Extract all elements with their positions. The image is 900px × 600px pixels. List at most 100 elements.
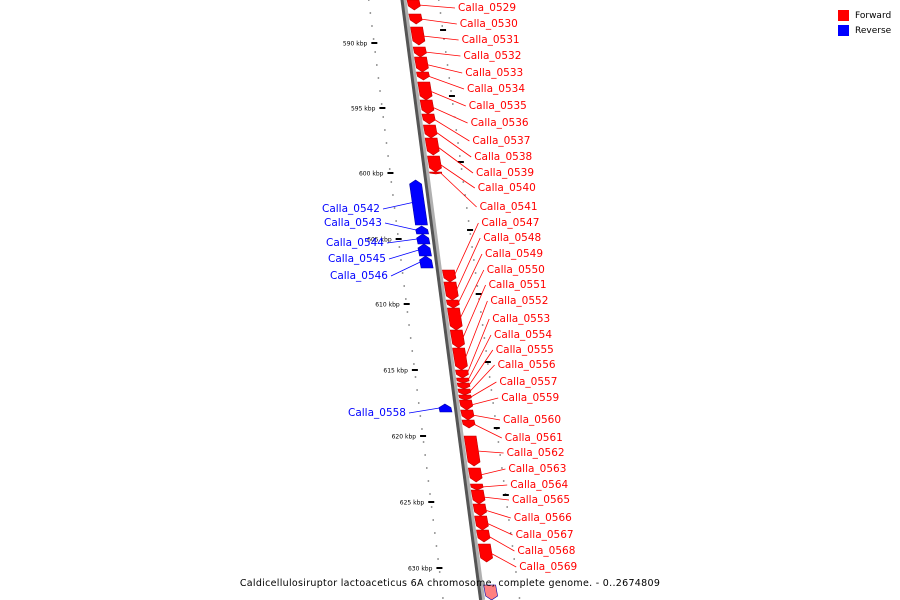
gene-label: Calla_0555 bbox=[496, 344, 554, 356]
gene-leader-line bbox=[467, 334, 492, 381]
gene-label: Calla_0544 bbox=[326, 237, 384, 249]
gene-label: Calla_0537 bbox=[472, 135, 530, 147]
gene-leader-line bbox=[390, 261, 421, 277]
gene-label: Calla_0541 bbox=[480, 201, 538, 213]
genome-caption: Caldicellulosiruptor lactoaceticus 6A ch… bbox=[239, 578, 661, 589]
reverse-gene bbox=[417, 243, 432, 257]
gene-leader-line bbox=[424, 51, 461, 57]
forward-gene bbox=[442, 269, 457, 283]
gene-label: Calla_0536 bbox=[471, 117, 529, 129]
gene-label: Calla_0552 bbox=[490, 295, 548, 307]
gene-leader-line bbox=[388, 249, 419, 260]
gene-leader-line bbox=[440, 172, 477, 208]
gene-leader-line bbox=[408, 407, 440, 414]
gene-leader-line bbox=[468, 349, 494, 387]
gene-leader-line bbox=[457, 253, 483, 305]
gene-label: Calla_0533 bbox=[465, 67, 523, 79]
gene-label: Calla_0543 bbox=[324, 217, 382, 229]
gene-leader-line bbox=[386, 238, 418, 244]
gene-leader-line bbox=[420, 18, 457, 25]
gene-leader-line bbox=[477, 450, 504, 454]
forward-gene bbox=[417, 81, 433, 101]
gene-leader-line bbox=[429, 90, 466, 107]
scale-label: 630 kbp bbox=[408, 566, 433, 573]
gene-leader-line bbox=[455, 237, 481, 292]
legend-forward-label: Forward bbox=[855, 10, 892, 21]
gene-leader-line bbox=[466, 318, 490, 375]
forward-gene bbox=[406, 0, 421, 11]
forward-swatch bbox=[838, 10, 849, 21]
forward-gene bbox=[419, 99, 435, 115]
gene-leader-line bbox=[472, 414, 501, 421]
gene-leader-line bbox=[490, 552, 517, 568]
gene-leader-line bbox=[439, 163, 476, 189]
gene-label: Calla_0545 bbox=[328, 253, 386, 265]
forward-gene bbox=[408, 13, 423, 25]
gene-leader-line bbox=[486, 522, 513, 536]
scale-label: 625 kbp bbox=[400, 500, 425, 507]
forward-gene bbox=[446, 307, 463, 331]
forward-gene bbox=[455, 369, 469, 379]
gene-leader-line bbox=[488, 535, 515, 552]
gene-label: Calla_0557 bbox=[499, 376, 557, 388]
forward-gene bbox=[412, 46, 427, 58]
forward-gene bbox=[443, 281, 459, 301]
forward-gene bbox=[461, 419, 476, 429]
gene-leader-line bbox=[426, 64, 463, 74]
forward-gene bbox=[463, 435, 481, 467]
gene-label: Calla_0559 bbox=[501, 392, 559, 404]
backbone-shadow bbox=[401, 0, 486, 600]
forward-gene bbox=[477, 543, 493, 563]
scale-label: 605 kbp bbox=[367, 237, 392, 244]
backbone-line bbox=[400, 0, 483, 600]
gene-leader-line bbox=[418, 4, 456, 9]
gene-label: Calla_0548 bbox=[483, 232, 541, 244]
gene-label: Calla_0566 bbox=[514, 512, 572, 524]
gene-leader-line bbox=[422, 35, 459, 41]
gene-label: Calla_0567 bbox=[516, 529, 574, 541]
gene-label: Calla_0529 bbox=[458, 2, 516, 14]
gene-leader-line bbox=[427, 75, 465, 90]
gene-leader-line bbox=[453, 222, 479, 277]
gene-leader-line bbox=[431, 106, 468, 124]
forward-gene bbox=[416, 71, 430, 81]
scale-label: 615 kbp bbox=[383, 368, 408, 375]
forward-gene bbox=[449, 329, 465, 349]
reverse-gene bbox=[409, 179, 428, 226]
gene-leader-line bbox=[470, 397, 499, 406]
gene-leader-line bbox=[382, 202, 413, 210]
gene-leader-line bbox=[433, 118, 470, 142]
forward-gene bbox=[423, 124, 438, 139]
forward-gene bbox=[483, 584, 498, 600]
gene-label: Calla_0563 bbox=[508, 463, 566, 475]
reverse-gene bbox=[438, 403, 453, 413]
forward-gene bbox=[414, 56, 429, 73]
forward-gene bbox=[421, 113, 436, 125]
forward-gene bbox=[456, 382, 471, 390]
scale-label: 595 kbp bbox=[351, 106, 376, 113]
gene-label: Calla_0565 bbox=[512, 494, 570, 506]
gene-label: Calla_0530 bbox=[460, 18, 518, 30]
gene-label: Calla_0556 bbox=[498, 359, 556, 371]
forward-gene bbox=[460, 409, 475, 421]
gene-label: Calla_0554 bbox=[494, 329, 552, 341]
gene-label: Calla_0550 bbox=[487, 264, 545, 276]
gene-leader-line bbox=[483, 496, 510, 501]
forward-gene bbox=[472, 503, 487, 517]
gene-leader-line bbox=[384, 222, 417, 231]
gene-leader-line bbox=[436, 146, 474, 174]
forward-gene bbox=[424, 137, 440, 156]
gene-leader-line bbox=[464, 300, 488, 360]
reverse-gene bbox=[416, 233, 431, 245]
gene-label: Calla_0553 bbox=[492, 313, 550, 325]
gene-label: Calla_0569 bbox=[519, 561, 577, 573]
forward-gene bbox=[474, 515, 489, 531]
legend: Forward Reverse bbox=[838, 8, 891, 38]
scale-label: 610 kbp bbox=[375, 302, 400, 309]
gene-label: Calla_0561 bbox=[505, 432, 563, 444]
gene-leader-line bbox=[481, 484, 508, 488]
gene-label: Calla_0539 bbox=[476, 167, 534, 179]
forward-gene bbox=[457, 388, 472, 396]
